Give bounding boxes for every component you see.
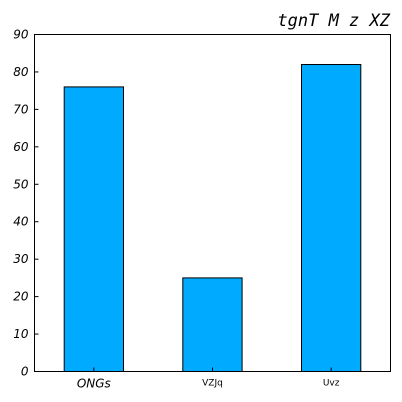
x-tick-label: VZJq [202,379,223,389]
y-tick-label: 70 [13,102,29,116]
y-tick-label: 80 [13,65,29,79]
x-tick-label: ONGs [77,377,111,391]
bar-vzjq [182,277,243,372]
y-tick-label: 20 [13,290,29,304]
x-tick-label: Uvz [323,379,340,389]
y-tick-label: 30 [13,252,29,266]
y-tick-label: 10 [13,327,29,341]
bar-uvz [301,64,362,372]
chart-title: tgnT M z XZ [277,11,390,31]
y-tick-label: 50 [13,177,29,191]
y-tick-label: 40 [13,215,29,229]
y-tick-label: 0 [21,365,29,379]
y-tick-label: 60 [13,140,29,154]
plot-frame [34,34,391,372]
x-axis: ONGs VZJq Uvz [77,367,340,391]
y-tick-label: 90 [13,28,29,42]
bar-ongs [63,86,124,373]
bars-group [63,64,362,373]
